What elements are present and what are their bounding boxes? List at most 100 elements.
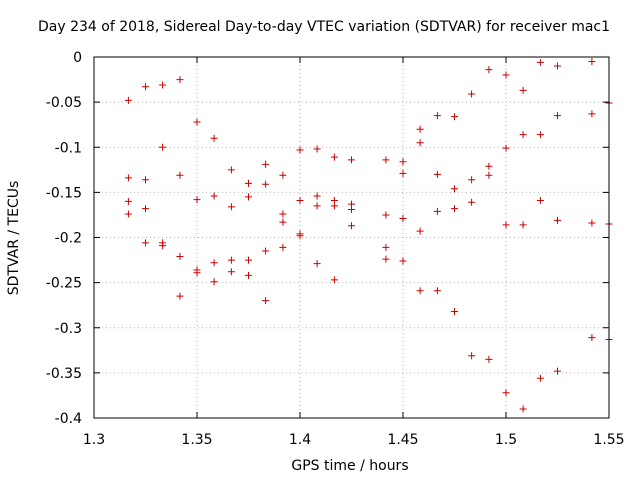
data-point	[468, 90, 476, 98]
data-point	[176, 252, 184, 260]
data-point	[502, 71, 510, 79]
data-point	[588, 58, 596, 66]
label-layer: Day 234 of 2018, Sidereal Day-to-day VTE…	[6, 19, 610, 474]
data-point	[245, 271, 252, 279]
data-point	[245, 193, 252, 201]
data-point	[279, 218, 287, 226]
data-point	[313, 145, 321, 153]
x-tick-label: 1.45	[387, 432, 418, 448]
data-point	[433, 287, 441, 295]
data-point	[142, 176, 149, 184]
data-point	[382, 243, 390, 251]
data-point	[296, 196, 304, 204]
data-point	[227, 166, 235, 174]
data-point	[416, 227, 424, 235]
data-point	[176, 292, 184, 300]
data-point	[262, 160, 270, 168]
data-point	[502, 389, 510, 397]
data-point	[519, 405, 527, 413]
data-point	[348, 156, 355, 164]
data-point	[536, 374, 544, 382]
data-point	[330, 153, 338, 161]
data-point	[262, 297, 270, 305]
data-point	[124, 96, 132, 104]
y-tick-label: -0.2	[55, 231, 82, 247]
y-tick-label: 0	[73, 50, 82, 66]
x-tick-label: 1.5	[495, 432, 517, 448]
x-tick-label: 1.55	[593, 432, 624, 448]
y-tick-label: -0.4	[55, 411, 82, 427]
data-point	[210, 278, 218, 286]
data-point	[399, 158, 407, 166]
data-point	[451, 185, 458, 193]
data-point	[588, 110, 596, 118]
data-point	[193, 118, 201, 126]
data-point	[416, 139, 424, 147]
y-axis-label: SDTVAR / TECUs	[6, 181, 22, 296]
data-point	[519, 131, 527, 139]
data-point	[245, 179, 252, 187]
data-point	[159, 143, 167, 151]
data-point	[296, 232, 304, 240]
data-point	[159, 81, 167, 89]
data-point	[210, 134, 218, 142]
data-point	[554, 62, 561, 70]
data-point	[554, 112, 561, 120]
grid-layer	[94, 57, 609, 418]
data-point	[519, 86, 527, 94]
data-point	[296, 146, 304, 154]
data-point	[330, 202, 338, 210]
data-point	[536, 131, 544, 139]
data-point	[433, 112, 441, 120]
data-point	[451, 113, 458, 121]
data-point	[468, 352, 476, 360]
data-point	[210, 192, 218, 200]
axis-layer: 1.3 1.35 1.4 1.45 1.5 1.55 0 -0.05 -0.1 -0.15 -0.2…	[46, 50, 625, 448]
data-point	[399, 169, 407, 177]
data-point	[451, 308, 458, 316]
data-point	[245, 256, 252, 264]
data-point	[468, 198, 476, 206]
data-point	[227, 268, 235, 276]
x-tick-label: 1.3	[83, 432, 105, 448]
data-point	[176, 171, 184, 179]
data-point	[330, 276, 338, 284]
data-point	[142, 83, 149, 91]
x-tick-label: 1.35	[181, 432, 212, 448]
data-point	[279, 210, 287, 218]
data-point	[176, 76, 184, 84]
y-tick-label: -0.3	[55, 321, 82, 337]
data-point	[382, 255, 390, 263]
data-point	[433, 170, 441, 178]
plot-border	[93, 56, 610, 419]
data-point	[399, 257, 407, 265]
data-point	[519, 221, 527, 229]
data-point	[227, 203, 235, 211]
data-point	[279, 171, 287, 179]
data-point	[262, 180, 270, 188]
data-point	[142, 239, 149, 247]
data-point	[279, 243, 287, 251]
y-tick-label: -0.1	[55, 140, 82, 156]
data-point	[416, 287, 424, 295]
data-point	[262, 247, 270, 255]
data-point	[348, 222, 355, 230]
data-point	[468, 176, 476, 184]
y-tick-label: -0.15	[46, 185, 82, 201]
data-point	[588, 334, 596, 342]
y-tick-label: -0.35	[46, 366, 82, 382]
data-point	[193, 196, 201, 204]
data-point	[193, 269, 201, 277]
x-tick-label: 1.4	[289, 432, 311, 448]
data-point	[536, 196, 544, 204]
data-point	[485, 66, 493, 74]
data-point	[451, 205, 458, 213]
data-point	[554, 216, 561, 224]
data-point	[227, 256, 235, 264]
data-point	[159, 242, 167, 250]
data-point	[124, 210, 132, 218]
data-point	[142, 205, 149, 213]
data-point	[536, 58, 544, 66]
